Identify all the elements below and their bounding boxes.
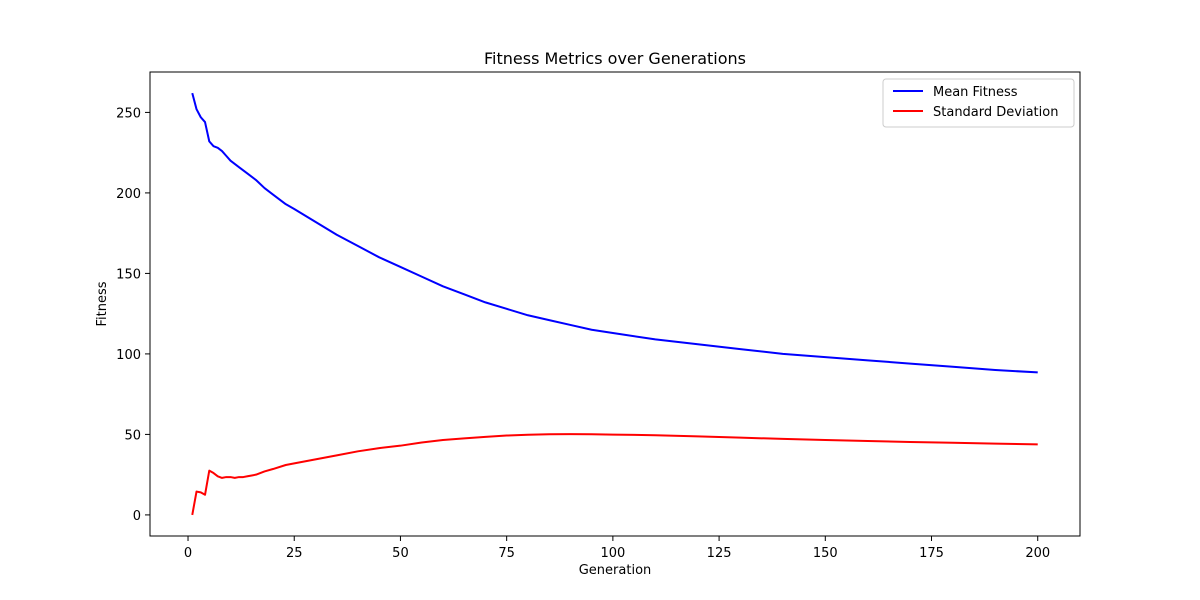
y-axis-ticks: 0 50 100 150 200 250 [116, 106, 150, 524]
x-tick-label: 25 [286, 546, 303, 561]
legend-label-mean-fitness: Mean Fitness [933, 85, 1018, 100]
legend-label-standard-deviation: Standard Deviation [933, 105, 1058, 120]
legend: Mean Fitness Standard Deviation [882, 78, 1075, 128]
y-axis-label: Fitness [95, 281, 110, 326]
series-line-mean-fitness [191, 92, 1038, 374]
x-tick-label: 175 [919, 546, 944, 561]
plot-area-frame [149, 71, 1081, 537]
x-axis-ticks: 0 25 50 75 100 125 150 175 200 [184, 536, 1050, 561]
x-tick-label: 0 [184, 546, 192, 561]
series-line-standard-deviation [191, 433, 1038, 516]
x-tick-label: 150 [813, 546, 838, 561]
y-tick-label: 150 [116, 267, 141, 282]
y-tick-label: 50 [124, 428, 141, 443]
y-tick-label: 0 [133, 509, 141, 524]
legend-box [882, 78, 1075, 128]
x-tick-label: 75 [498, 546, 515, 561]
plot-lines [191, 92, 1038, 516]
x-axis-label: Generation [579, 563, 652, 578]
y-tick-label: 200 [116, 187, 141, 202]
x-tick-label: 200 [1025, 546, 1050, 561]
x-tick-label: 50 [392, 546, 409, 561]
x-tick-label: 100 [600, 546, 625, 561]
y-tick-label: 100 [116, 348, 141, 363]
y-tick-label: 250 [116, 106, 141, 121]
chart-title: Fitness Metrics over Generations [484, 49, 746, 68]
x-tick-label: 125 [707, 546, 732, 561]
